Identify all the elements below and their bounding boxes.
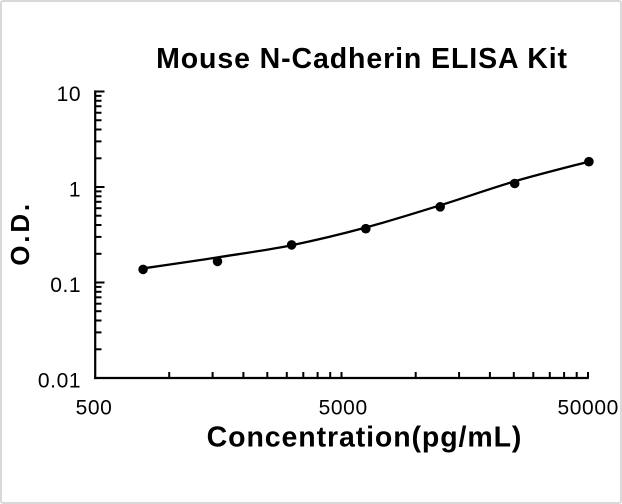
svg-text:5000: 5000 <box>319 397 368 420</box>
svg-text:10: 10 <box>57 83 82 106</box>
svg-text:O.D.: O.D. <box>5 201 35 266</box>
svg-text:50000: 50000 <box>557 397 618 420</box>
svg-text:1: 1 <box>69 178 81 201</box>
svg-text:0.1: 0.1 <box>50 274 81 297</box>
svg-text:0.01: 0.01 <box>38 369 81 392</box>
svg-text:Concentration(pg/mL): Concentration(pg/mL) <box>207 421 523 453</box>
svg-text:Mouse N-Cadherin ELISA Kit: Mouse N-Cadherin ELISA Kit <box>156 43 568 75</box>
svg-text:500: 500 <box>76 397 113 420</box>
